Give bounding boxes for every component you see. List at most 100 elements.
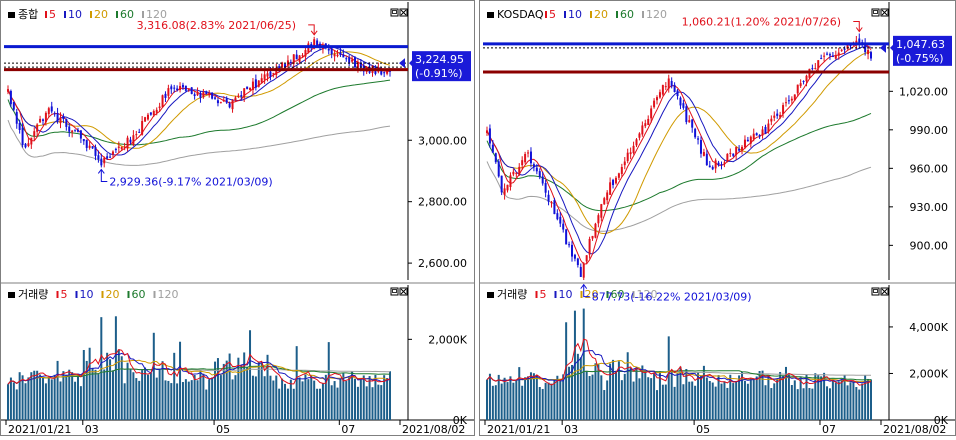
- volume-bar: [597, 364, 600, 420]
- candle-body: [249, 87, 252, 90]
- volume-bar: [214, 361, 217, 420]
- last-price-marker: [890, 42, 895, 53]
- candle-body: [609, 182, 612, 195]
- volume-bar: [509, 376, 512, 420]
- price-ma5-marker: [45, 11, 47, 18]
- volume-bar: [647, 377, 650, 420]
- volume-bar: [179, 341, 182, 420]
- candle-body: [746, 139, 749, 142]
- volume-bar: [27, 377, 30, 420]
- volume-bar: [688, 381, 691, 420]
- candle-body: [509, 175, 512, 188]
- candle-body: [167, 88, 170, 96]
- volume-ma5-label: 5: [540, 288, 547, 301]
- volume-bar: [559, 379, 562, 420]
- volume-bar: [313, 380, 316, 420]
- candle-body: [550, 202, 553, 204]
- volume-bar: [368, 376, 371, 420]
- candle-body: [538, 171, 541, 178]
- volume-bar: [59, 381, 62, 420]
- candle-body: [864, 42, 867, 53]
- volume-bar: [30, 372, 33, 420]
- volume-bar: [76, 373, 79, 420]
- candle-body: [342, 54, 345, 58]
- volume-bar: [784, 366, 787, 420]
- volume-bar: [266, 354, 269, 420]
- candle-body: [793, 94, 796, 101]
- price-panel-restore-button[interactable]: [871, 8, 880, 17]
- candle-body: [351, 59, 354, 62]
- candle-body: [275, 67, 278, 75]
- volume-bar: [386, 378, 389, 420]
- volume-bar: [632, 381, 635, 420]
- candle-body: [623, 161, 626, 166]
- volume-bar: [97, 373, 100, 420]
- volume-bar: [371, 387, 374, 420]
- price-ma60-marker: [616, 11, 618, 18]
- volume-bar: [21, 375, 24, 420]
- volume-panel-restore-icon: [392, 289, 397, 293]
- volume-bar: [638, 378, 641, 420]
- volume-bar: [776, 378, 779, 420]
- last-change-label: (-0.75%): [896, 52, 944, 65]
- volume-bar: [85, 360, 88, 420]
- candle-body: [123, 146, 126, 148]
- volume-ma120-label: 120: [637, 288, 658, 301]
- volume-bar: [699, 375, 702, 420]
- candle-body: [699, 139, 702, 154]
- candle-body: [547, 194, 550, 202]
- candle-body: [828, 54, 831, 56]
- candle-body: [222, 100, 225, 102]
- last-price-box: [893, 35, 952, 66]
- candle-body: [717, 162, 720, 165]
- price-ma120-marker: [142, 11, 144, 18]
- price-panel-restore-button[interactable]: [390, 8, 399, 17]
- candle-body: [796, 84, 799, 94]
- candle-body: [486, 130, 488, 133]
- volume-bar: [834, 382, 837, 420]
- volume-bar: [808, 388, 811, 420]
- volume-bar: [129, 368, 132, 420]
- volume-bar: [158, 369, 161, 420]
- price-ma5-marker: [545, 11, 547, 18]
- volume-panel-restore-button[interactable]: [871, 287, 880, 296]
- candle-body: [644, 123, 647, 127]
- candle-body: [354, 57, 357, 68]
- candle-body: [823, 55, 826, 57]
- candle-body: [529, 151, 532, 164]
- candle-body: [571, 244, 574, 257]
- ma120-line: [7, 119, 391, 166]
- volume-bar: [720, 383, 723, 420]
- price-ma10-marker: [64, 11, 66, 18]
- candle-body: [738, 148, 741, 151]
- date-label: 2021/01/21: [487, 423, 550, 436]
- volume-ma5-marker: [56, 291, 59, 298]
- volume-ma60-line: [7, 365, 391, 385]
- volume-bar: [155, 377, 158, 420]
- candle-body: [867, 49, 870, 55]
- low-annotation: 877.73(-16.22% 2021/03/09): [592, 291, 752, 304]
- volume-bar: [289, 379, 292, 420]
- volume-bar: [641, 365, 644, 420]
- volume-bar: [123, 383, 126, 420]
- volume-bar: [538, 387, 541, 420]
- candle-body: [47, 108, 50, 115]
- volume-panel-restore-icon: [873, 289, 878, 293]
- volume-bar: [272, 380, 275, 420]
- volume-bar: [109, 359, 112, 420]
- volume-bar: [295, 346, 298, 420]
- candle-body: [15, 111, 18, 124]
- volume-bar: [18, 372, 21, 420]
- candle-body: [181, 84, 184, 88]
- candle-body: [269, 71, 272, 77]
- last-price-label: 3,224.95: [415, 53, 464, 66]
- volume-bar: [173, 352, 176, 420]
- volume-panel-restore-button[interactable]: [390, 287, 399, 296]
- candle-body: [348, 57, 351, 63]
- candle-body: [676, 90, 679, 97]
- volume-bar: [814, 373, 817, 420]
- candle-body: [500, 175, 503, 193]
- volume-bar: [103, 369, 106, 420]
- candle-body: [544, 183, 547, 193]
- volume-bar: [843, 375, 846, 420]
